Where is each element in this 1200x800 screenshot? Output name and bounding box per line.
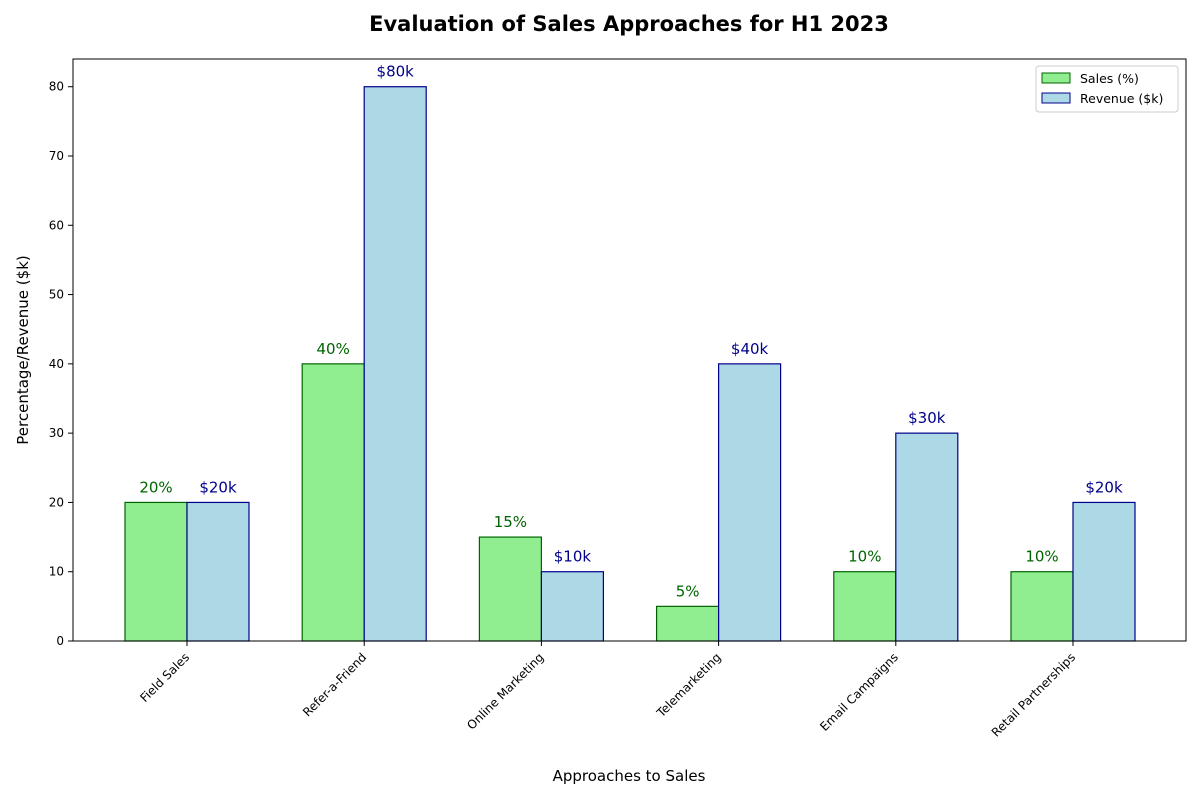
legend-swatch-revenue [1041, 92, 1071, 104]
data-label-sales-1: 40% [317, 340, 350, 358]
y-tick-label-3: 30 [49, 426, 64, 440]
bar-sales-0 [124, 501, 188, 642]
bar-sales-4 [833, 571, 897, 642]
y-axis-label: Percentage/Revenue ($k) [14, 255, 32, 444]
y-tick-label-0: 0 [56, 634, 64, 648]
data-label-revenue-2: $10k [554, 548, 592, 566]
x-axis-label: Approaches to Sales [553, 767, 706, 785]
x-tick-label-3: Telemarketing [653, 650, 723, 720]
y-tick-label-2: 20 [49, 495, 64, 509]
legend-box [1035, 65, 1179, 113]
y-tick-label-8: 80 [49, 80, 64, 94]
y-tick-label-7: 70 [49, 149, 64, 163]
data-label-sales-2: 15% [494, 513, 527, 531]
data-label-revenue-5: $20k [1085, 478, 1123, 496]
data-label-revenue-1: $80k [377, 63, 415, 81]
y-tick-label-6: 60 [49, 218, 64, 232]
data-label-revenue-0: $20k [199, 478, 237, 496]
legend-swatch-sales [1041, 72, 1071, 84]
y-tick-label-5: 50 [49, 288, 64, 302]
data-label-sales-4: 10% [848, 548, 881, 566]
x-tick-label-2: Online Marketing [464, 650, 546, 732]
data-label-revenue-3: $40k [731, 340, 769, 358]
bar-revenue-4 [895, 432, 959, 642]
data-label-sales-0: 20% [139, 478, 172, 496]
y-tick-label-4: 40 [49, 357, 64, 371]
x-tick-label-1: Refer-a-Friend [300, 650, 369, 719]
bar-sales-2 [478, 536, 542, 642]
axes-frame [72, 58, 1187, 642]
bar-revenue-0 [186, 501, 250, 642]
bar-revenue-3 [717, 363, 782, 642]
chart-title: Evaluation of Sales Approaches for H1 20… [369, 12, 889, 36]
bar-sales-3 [655, 605, 720, 642]
data-label-sales-3: 5% [676, 582, 700, 600]
bar-revenue-2 [540, 571, 605, 642]
x-tick-label-0: Field Sales [137, 650, 192, 705]
legend-label-sales: Sales (%) [1080, 71, 1139, 86]
x-tick-label-4: Email Campaigns [817, 650, 901, 734]
bar-revenue-1 [363, 86, 427, 642]
x-tick-label-5: Retail Partnerships [989, 650, 1078, 739]
bar-sales-5 [1010, 571, 1074, 642]
legend-label-revenue: Revenue ($k) [1080, 91, 1163, 106]
bar-sales-1 [301, 363, 365, 642]
plot-area: 20% 40% 15% 5% 10% 10% $20k $80k $10k $40k $30k $20… [49, 58, 1187, 740]
data-label-revenue-4: $30k [908, 409, 946, 427]
data-label-sales-5: 10% [1025, 548, 1058, 566]
y-tick-label-1: 10 [49, 565, 64, 579]
legend: Sales (%) Revenue ($k) [1035, 65, 1179, 113]
bar-revenue-5 [1072, 501, 1136, 642]
